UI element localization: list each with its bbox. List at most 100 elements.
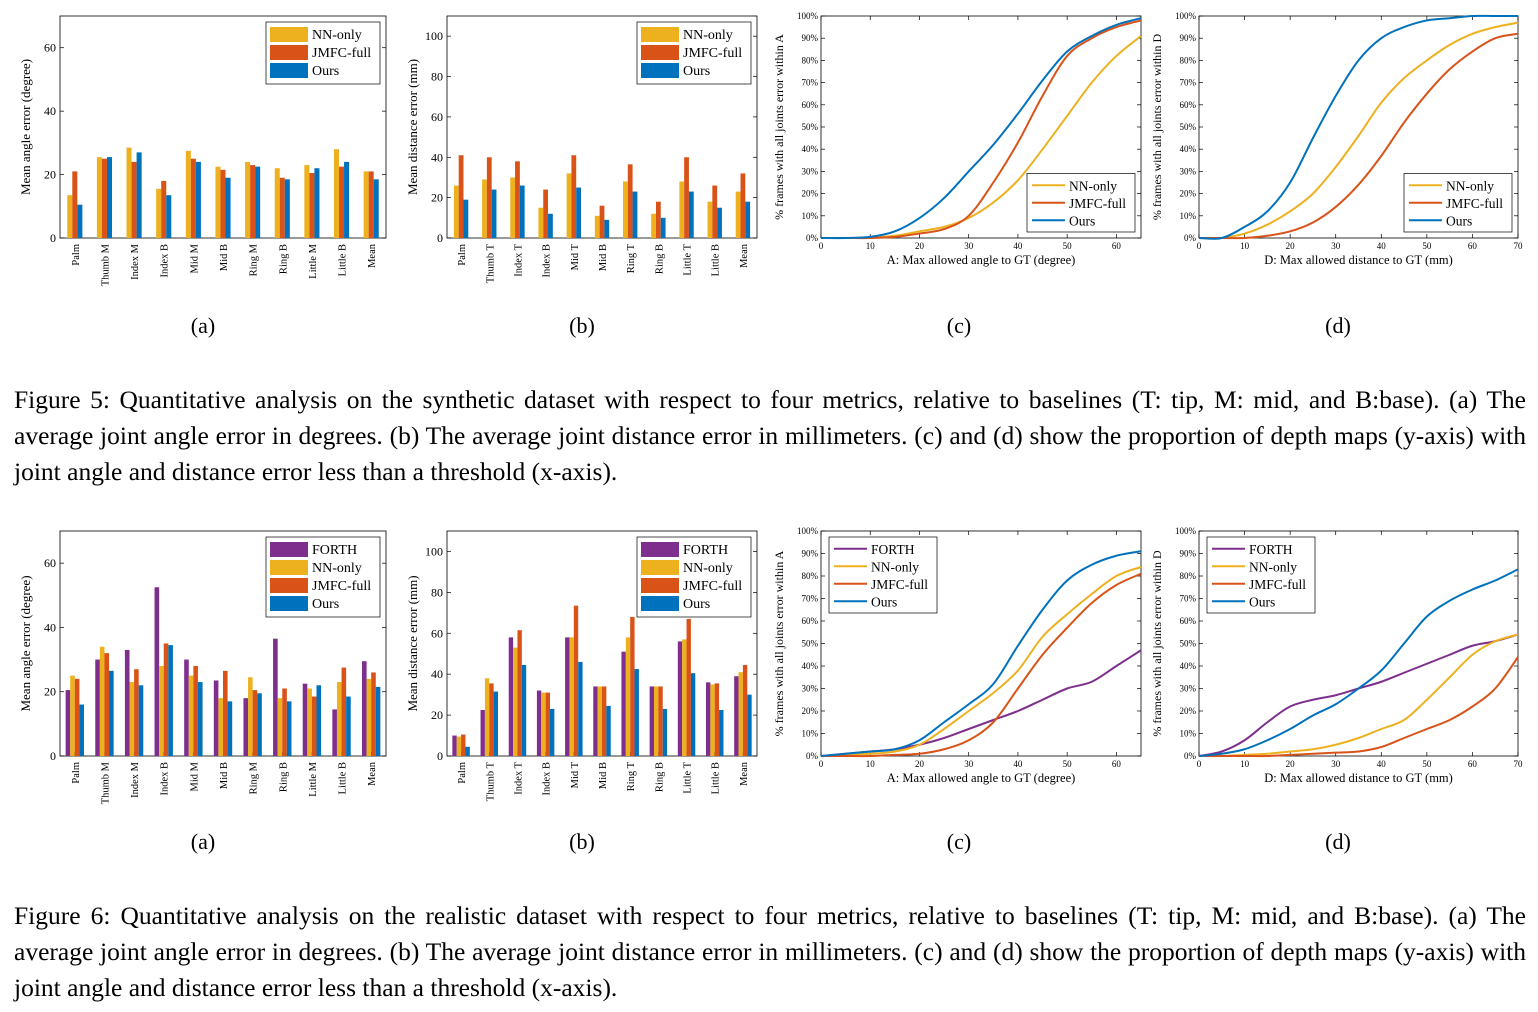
y-tick-label: 60% [1180, 616, 1197, 626]
figure-5-panel-b: 0 20 40 60 80 100 Palm Thumb T Index T Index B Mid… [405, 15, 758, 338]
bar [220, 169, 226, 238]
legend: FORTH NN-only JMFC-full Ours [265, 536, 381, 618]
x-tick-label: 60 [1468, 759, 1478, 769]
y-tick-label: 70% [802, 594, 819, 604]
x-tick-label: 30 [1331, 241, 1341, 251]
x-tick-label: Ring B [654, 244, 665, 274]
bar [373, 179, 379, 238]
panel-sublabel: (d) [1325, 313, 1351, 338]
bar [747, 694, 752, 756]
y-tick-label: 40% [802, 661, 819, 671]
y-tick-label: 50% [1180, 639, 1197, 649]
legend-label: NN-only [871, 559, 919, 574]
x-tick-label: 10 [866, 241, 876, 251]
bar [515, 161, 520, 238]
y-tick-label: 20% [802, 189, 819, 199]
bar [65, 690, 71, 756]
bar [606, 705, 611, 756]
bar [361, 661, 367, 756]
legend-swatch [270, 560, 308, 575]
bar [77, 204, 83, 238]
x-tick-label: 50 [1063, 759, 1073, 769]
bar [95, 659, 100, 756]
x-tick-label: Ring T [626, 761, 637, 791]
legend-swatch [641, 596, 679, 611]
bar [548, 213, 553, 238]
bar [688, 191, 694, 238]
x-tick-label: 40 [1377, 759, 1387, 769]
y-tick-label: 70% [1180, 78, 1197, 88]
legend-swatch [270, 542, 308, 557]
x-tick-label: 30 [1331, 759, 1341, 769]
y-tick-label: 90% [802, 33, 819, 43]
bar [463, 199, 469, 238]
bar [602, 686, 607, 756]
bar [168, 645, 173, 756]
x-tick-label: Palm [71, 244, 82, 266]
x-tick-label: Index B [160, 762, 171, 796]
bar [707, 201, 713, 238]
bar [309, 172, 315, 238]
x-tick-label: 10 [866, 759, 876, 769]
bar [521, 664, 527, 756]
y-axis-label: Mean angle error (degree) [18, 59, 33, 195]
x-tick-label: Palm [457, 244, 468, 266]
bar [341, 667, 347, 756]
figure-6-panel-a: 0 20 40 60 Palm Thumb M Index M Index B Mid M Mid… [18, 530, 387, 854]
legend-label: FORTH [871, 542, 915, 557]
bar [508, 637, 514, 756]
y-tick-label: 0 [50, 749, 56, 763]
legend-label: Ours [1249, 594, 1275, 609]
y-tick-label: 60% [1180, 100, 1197, 110]
y-tick-label: 80% [1180, 571, 1197, 581]
x-axis-label: D: Max allowed distance to GT (mm) [1264, 771, 1453, 785]
bar [213, 680, 219, 756]
x-tick-label: 20 [915, 241, 925, 251]
legend: NN-only JMFC-full Ours [1403, 173, 1513, 233]
y-tick-label: 20 [431, 191, 443, 205]
x-tick-label: 20 [1286, 759, 1296, 769]
x-tick-label: Index T [513, 761, 524, 794]
y-tick-label: 80% [802, 571, 819, 581]
y-axis-label: % frames with all joints error within D [1150, 34, 1164, 221]
bar [653, 686, 659, 756]
y-tick-label: 0% [1184, 751, 1197, 761]
legend-label: JMFC-full [1069, 196, 1126, 211]
x-axis-label: A: Max allowed angle to GT (degree) [887, 771, 1076, 785]
x-tick-label: Index M [130, 243, 141, 280]
x-tick-label: 20 [1286, 241, 1296, 251]
legend-label: JMFC-full [312, 579, 371, 594]
x-tick-label: Mid T [570, 761, 581, 788]
y-tick-label: 100 [425, 544, 443, 558]
bar [630, 616, 635, 756]
x-axis-label: A: Max allowed angle to GT (degree) [887, 253, 1076, 267]
legend-swatch [641, 63, 679, 78]
bar [339, 166, 345, 238]
x-axis-label: D: Max allowed distance to GT (mm) [1264, 253, 1453, 267]
bar [227, 701, 233, 756]
legend-swatch [270, 596, 308, 611]
bar [714, 683, 720, 756]
x-tick-label: Mean [739, 243, 750, 268]
x-tick-label: 0 [819, 241, 824, 251]
bar [344, 161, 350, 238]
y-tick-label: 40 [431, 150, 443, 164]
bar [543, 189, 549, 238]
legend-label: JMFC-full [683, 46, 742, 61]
y-tick-label: 90% [1180, 549, 1197, 559]
x-tick-label: Thumb M [100, 761, 111, 804]
legend-label: Ours [312, 64, 339, 79]
x-tick-label: Palm [71, 762, 82, 784]
x-tick-label: 70 [1514, 241, 1524, 251]
bar [136, 152, 142, 238]
y-tick-label: 40% [1180, 144, 1197, 154]
bar [627, 164, 633, 238]
legend-label: NN-only [1446, 178, 1494, 193]
y-axis-label: % frames with all joints error within D [1150, 550, 1164, 737]
y-tick-label: 50% [802, 639, 819, 649]
y-tick-label: 20% [802, 706, 819, 716]
bar [311, 696, 317, 756]
y-tick-label: 10% [1180, 729, 1197, 739]
bar [484, 678, 490, 756]
legend-label: NN-only [1069, 178, 1117, 193]
